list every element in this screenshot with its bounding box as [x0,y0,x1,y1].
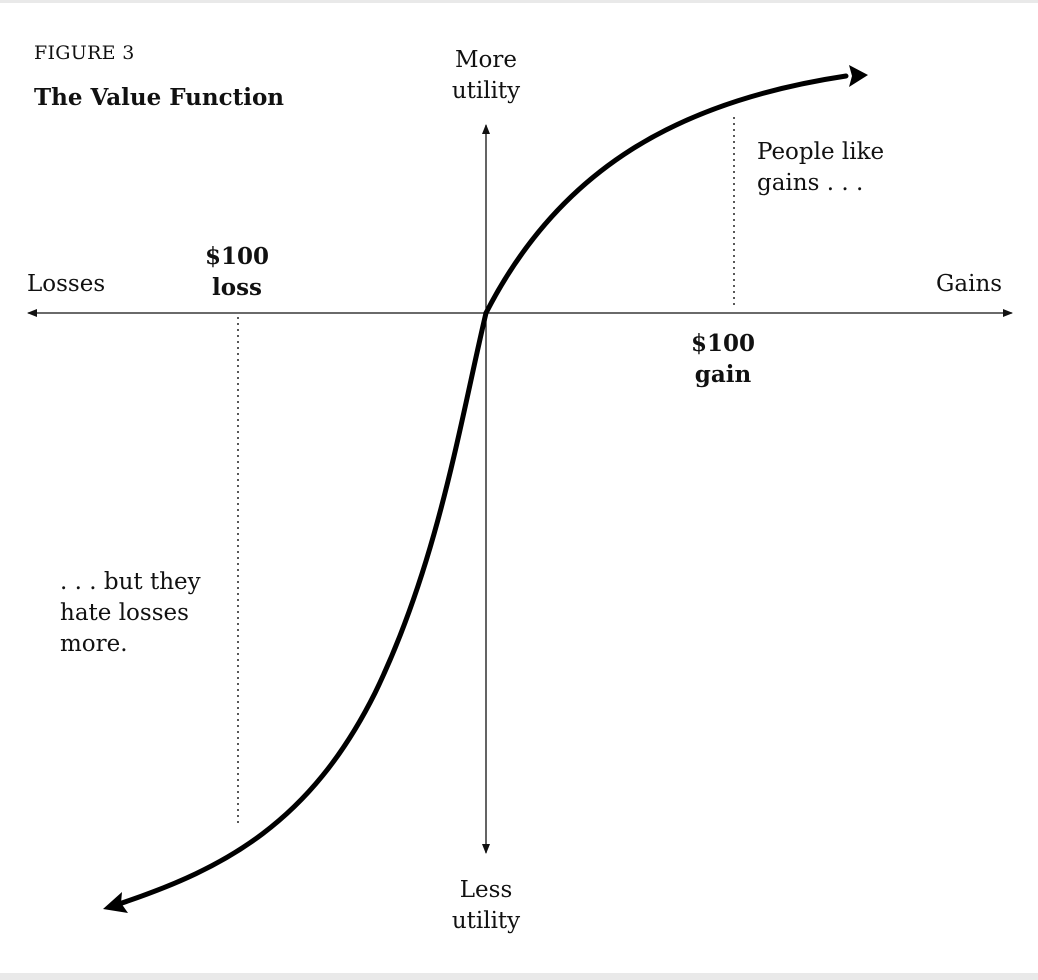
x-axis-left-label: Losses [27,271,106,297]
gains-annotation: People like gains . . . [757,139,885,196]
loss-marker-label: $100 loss [204,243,269,301]
figure-title: The Value Function [34,84,285,111]
losses-annotation: . . . but they hate losses more. [60,569,201,657]
curve-arrowhead-gains [849,65,868,87]
x-axis-right-label: Gains [936,271,1003,297]
figure-number: FIGURE 3 [34,42,135,64]
value-curve-gains [483,73,849,316]
y-axis-bottom-label: Less utility [451,877,521,934]
gain-marker-label: $100 gain [690,330,755,388]
value-function-diagram [27,65,1013,913]
value-curve-losses [119,310,489,906]
y-axis-top-label: More utility [451,47,521,104]
figure-page: FIGURE 3 The Value Function More utility… [0,3,1038,973]
curve-arrowhead-losses [103,892,128,913]
